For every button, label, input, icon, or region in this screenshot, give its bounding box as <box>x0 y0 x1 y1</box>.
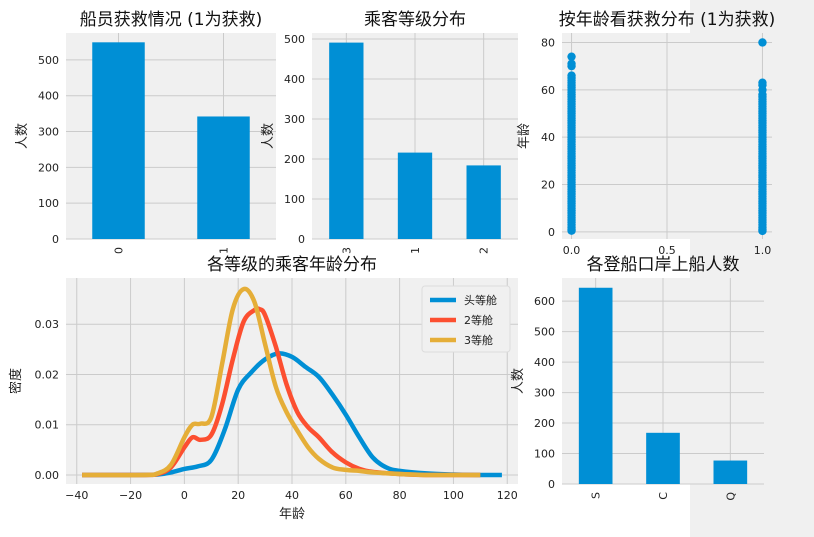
x-tick-label: 0.0 <box>563 244 581 257</box>
legend-label: 2等舱 <box>464 313 493 327</box>
y-tick-label: 0.01 <box>35 419 60 432</box>
series-line-2 <box>82 286 481 478</box>
y-tick-label: 300 <box>284 113 305 126</box>
y-tick-label: 100 <box>534 448 555 461</box>
x-tick-label: −20 <box>119 489 142 502</box>
x-tick-label: 1 <box>218 247 231 254</box>
x-tick-label: 60 <box>339 489 353 502</box>
chart-title: 各登船口岸上船人数 <box>587 255 740 275</box>
y-tick-label: 400 <box>284 73 305 86</box>
scatter-point <box>758 78 767 87</box>
y-tick-label: 200 <box>534 417 555 430</box>
x-tick-label: 0 <box>113 247 126 254</box>
bar <box>329 42 364 239</box>
y-tick-label: 100 <box>284 193 305 206</box>
scatter-point <box>567 59 576 68</box>
chart-title: 各等级的乘客年龄分布 <box>207 255 377 275</box>
bar <box>713 460 748 484</box>
y-axis-label: 年龄 <box>517 123 532 149</box>
y-tick-label: 200 <box>38 161 59 174</box>
y-axis-label: 人数 <box>15 123 30 149</box>
x-tick-label: 20 <box>231 489 245 502</box>
y-tick-label: 0.03 <box>35 318 60 331</box>
y-tick-label: 500 <box>38 54 59 67</box>
scatter-point <box>758 38 767 47</box>
x-tick-label: Q <box>724 492 737 501</box>
chart-pclass: 乘客等级分布 0 100 200 300 400 500 3 1 2 人数 <box>261 10 518 254</box>
y-tick-label: 100 <box>38 197 59 210</box>
bar <box>92 42 145 239</box>
scatter-point <box>567 52 576 61</box>
y-tick-label: 300 <box>534 387 555 400</box>
y-tick-label: 500 <box>534 326 555 339</box>
y-tick-label: 0 <box>548 226 555 239</box>
x-axis-label: 年龄 <box>279 507 305 522</box>
y-tick-label: 0.02 <box>35 368 60 381</box>
chart-age_kde: 各等级的乘客年龄分布 0.00 0.01 0.02 0.03 −40 −20 0 20 40 60 8… <box>8 255 518 522</box>
y-tick-label: 400 <box>534 356 555 369</box>
y-tick-label: 0 <box>548 478 555 491</box>
x-tick-label: 40 <box>285 489 299 502</box>
bar <box>466 165 501 239</box>
bar <box>646 432 680 484</box>
chart-age_survival: 按年龄看获救分布 (1为获救) 0 20 40 60 80 0.0 0.5 1.0 年龄 <box>517 10 775 257</box>
x-tick-label: 0.5 <box>658 244 676 257</box>
legend-box <box>421 285 511 353</box>
x-tick-label: −40 <box>65 489 88 502</box>
y-tick-label: 0 <box>298 233 305 246</box>
chart-embarked: 各登船口岸上船人数 0 100 200 300 400 500 600 S C Q 人数 <box>511 255 764 501</box>
chart-title: 乘客等级分布 <box>364 10 466 30</box>
y-tick-label: 200 <box>284 153 305 166</box>
bar <box>197 116 250 239</box>
y-tick-label: 600 <box>534 295 555 308</box>
legend-label: 头等舱 <box>464 293 497 307</box>
y-tick-label: 40 <box>541 131 555 144</box>
y-tick-label: 0 <box>52 233 59 246</box>
chart-survival: 船员获救情况 (1为获救) 0 100 200 300 400 500 0 1 人数 <box>15 10 276 254</box>
y-tick-label: 60 <box>541 84 555 97</box>
y-axis-label: 密度 <box>8 368 24 394</box>
y-tick-label: 80 <box>541 36 555 49</box>
x-tick-label: 80 <box>393 489 407 502</box>
legend-label: 3等舱 <box>464 333 493 347</box>
x-tick-label: 0 <box>181 489 188 502</box>
x-tick-label: 100 <box>443 489 464 502</box>
y-axis-label: 人数 <box>511 368 526 394</box>
y-tick-label: 20 <box>541 179 555 192</box>
bar <box>397 152 433 239</box>
x-tick-label: 2 <box>478 247 491 254</box>
y-tick-label: 500 <box>284 33 305 46</box>
x-tick-label: C <box>657 492 670 500</box>
scatter-point <box>567 226 576 235</box>
bar <box>578 287 613 484</box>
y-axis-label: 人数 <box>261 123 276 149</box>
y-tick-label: 0.00 <box>35 469 60 482</box>
y-tick-label: 300 <box>38 126 59 139</box>
x-tick-label: 1 <box>409 247 422 254</box>
chart-title: 船员获救情况 (1为获救) <box>80 10 262 30</box>
y-tick-label: 400 <box>38 90 59 103</box>
series-line-0 <box>82 351 502 478</box>
x-tick-label: S <box>590 492 603 499</box>
x-tick-label: 1.0 <box>754 244 772 257</box>
scatter-point <box>567 71 576 80</box>
x-tick-label: 3 <box>340 247 353 254</box>
chart-title: 按年龄看获救分布 (1为获救) <box>559 10 775 30</box>
x-tick-label: 120 <box>497 489 518 502</box>
